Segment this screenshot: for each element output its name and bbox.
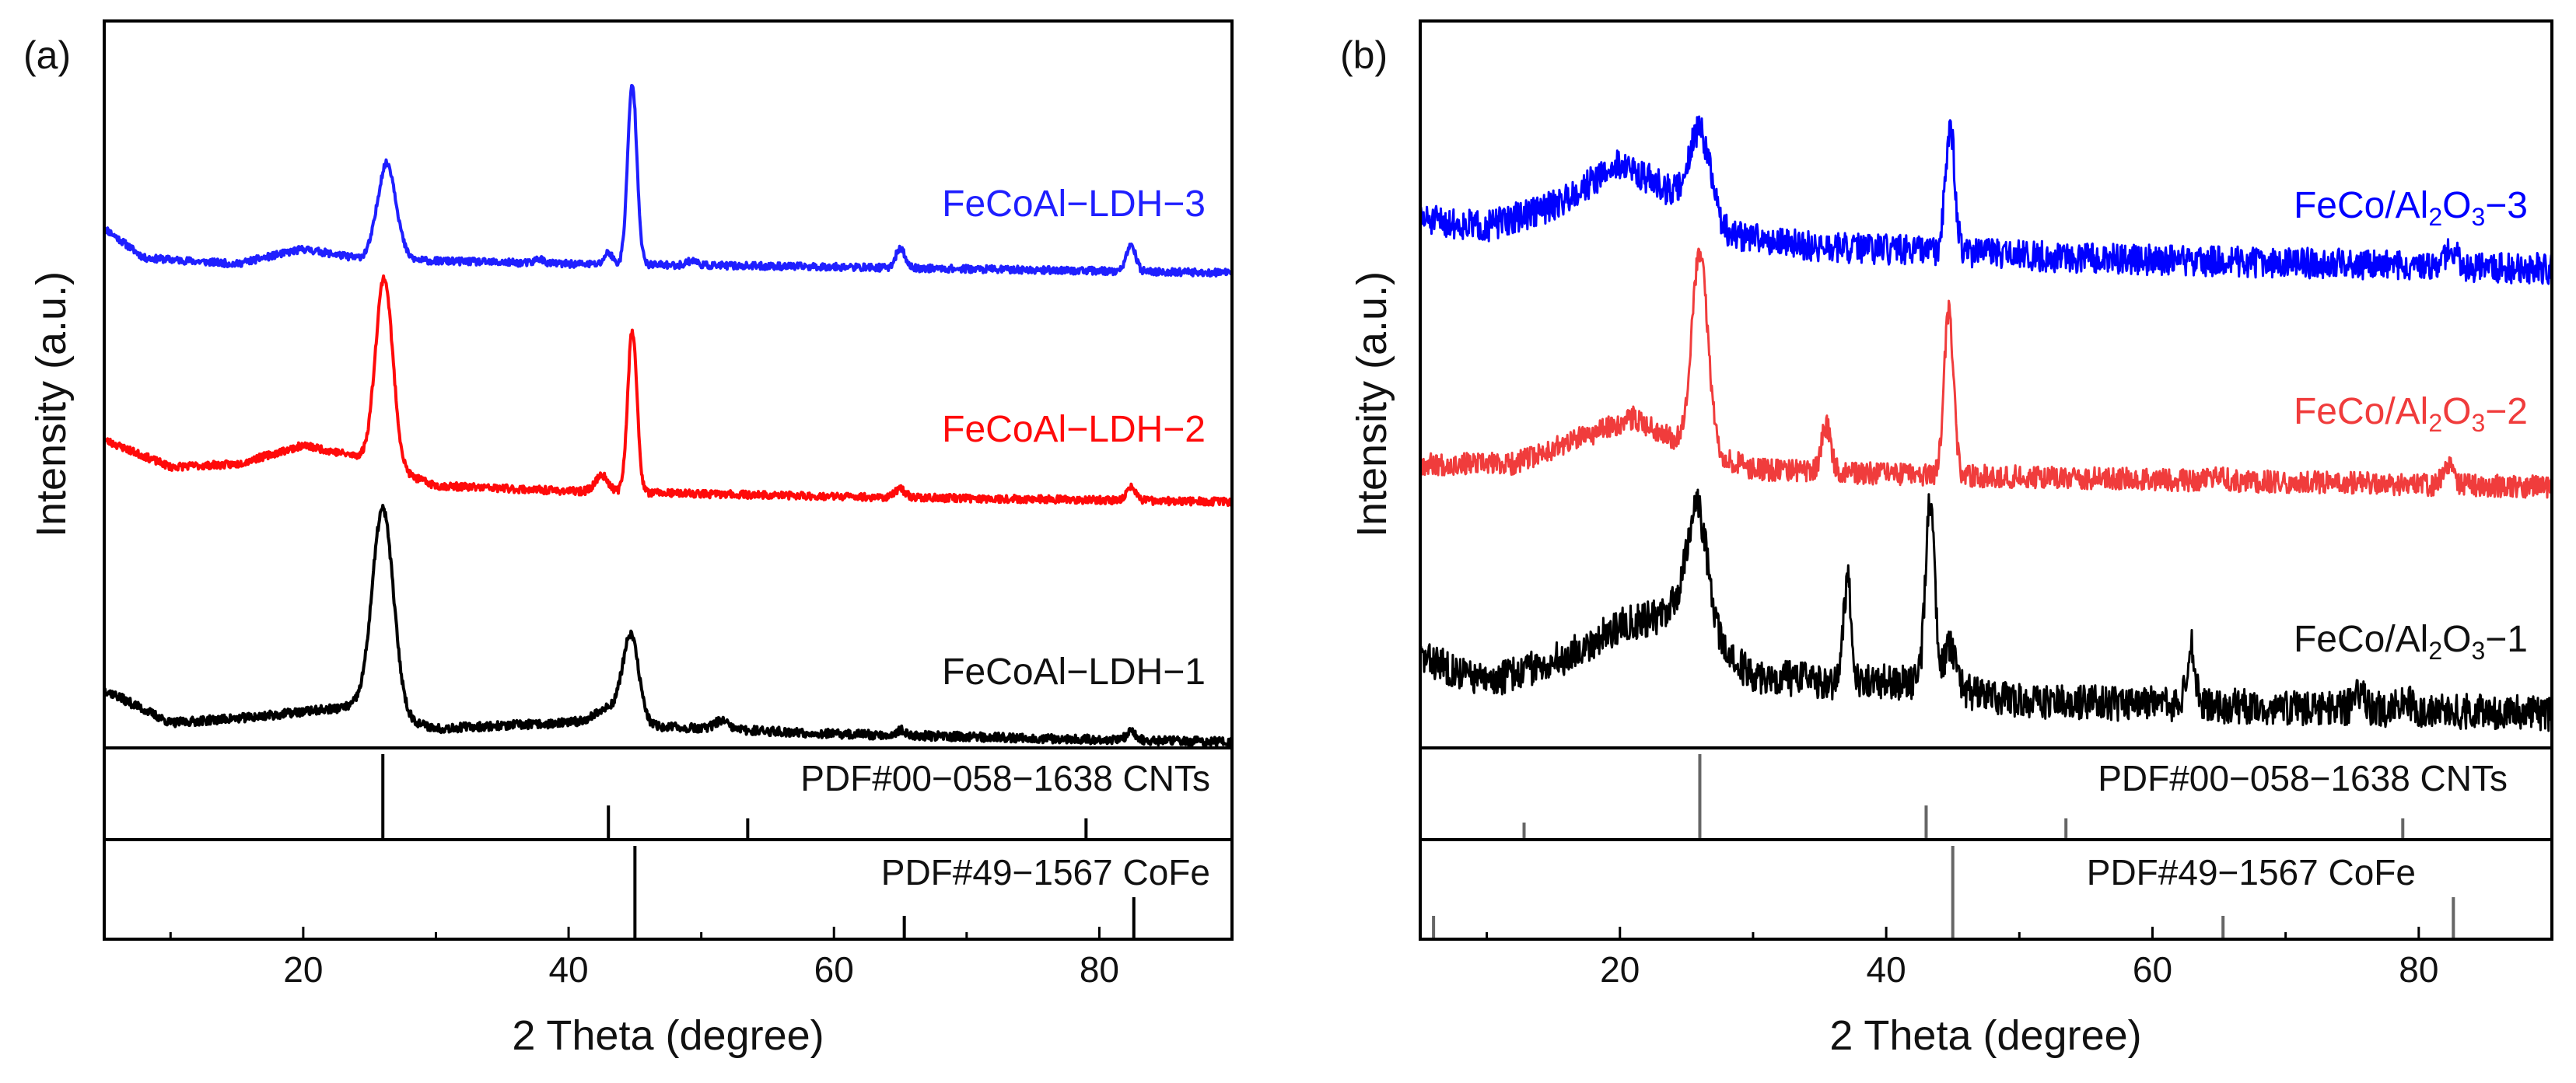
panel-b-ref-label-cnts: PDF#00−058−1638 CNTs (2098, 758, 2508, 798)
panel-a-series-label-3: FeCoAl−LDH−3 (942, 183, 1206, 225)
panel-b-label-2-mid: O (2442, 391, 2471, 432)
panel-a-tick-80: 80 (1080, 949, 1119, 990)
panel-a-series-line-1 (103, 84, 1234, 278)
panel-b-label-3-mid: O (2442, 185, 2471, 226)
panel-b-label-2-sub: 2 (2428, 409, 2442, 437)
panel-b-label-1-mid: O (2442, 619, 2471, 660)
panel-a-xlabel: 2 Theta (degree) (512, 1012, 824, 1059)
panel-a-xticks (169, 927, 1234, 939)
panel-a-tick-40: 40 (548, 949, 588, 990)
panel-b-series-line-1 (1419, 115, 2553, 285)
panel-a-ref-label-cofe: PDF#49−1567 CoFe (881, 852, 1210, 893)
panel-b-label-2-sub2: 3 (2471, 409, 2485, 437)
panel-b-xticks (1486, 927, 2553, 939)
panel-b-label: (b) (1340, 33, 1388, 77)
panel-b-label-1-prefix: FeCo/Al (2294, 619, 2428, 660)
panel-b-xlabel: 2 Theta (degree) (1829, 1012, 2141, 1059)
panel-a-series-line-3 (103, 504, 1234, 748)
panel-b-ref2-frame (1419, 838, 2553, 941)
panel-a-ref2-frame (103, 838, 1234, 941)
panel-b-label-2-prefix: FeCo/Al (2294, 391, 2428, 432)
panel-b-label-3-suffix: −3 (2485, 185, 2528, 226)
panel-b-series-label-3: FeCo/Al2O3−3 (2294, 185, 2528, 231)
panel-b-series-line-3 (1419, 488, 2553, 732)
panel-a-series (103, 84, 1234, 748)
panel-b-ref-cnts (1522, 754, 2405, 840)
panel-b-label-2-suffix: −2 (2485, 391, 2528, 432)
panel-b: (b) Intensity (a.u.) 20 40 60 80 2 Theta… (1340, 19, 2553, 1059)
panel-a-ylabel: Intensity (a.u.) (28, 271, 75, 537)
panel-a-series-label-1: FeCoAl−LDH−1 (942, 652, 1206, 693)
panel-b-label-1-sub: 2 (2428, 637, 2442, 665)
panel-b-ref-cofe (1432, 846, 2455, 939)
panel-b-series-label-1: FeCo/Al2O3−1 (2294, 619, 2528, 665)
panel-b-label-3-sub: 2 (2428, 203, 2442, 231)
panel-b-label-1-suffix: −1 (2485, 619, 2528, 660)
panel-b-tick-80: 80 (2399, 949, 2438, 990)
panel-a-ref-cofe (633, 846, 1136, 939)
panel-a-tick-20: 20 (283, 949, 323, 990)
panel-b-series (1419, 115, 2553, 732)
panel-a-ref-label-cnts: PDF#00−058−1638 CNTs (800, 758, 1210, 798)
panel-b-ylabel: Intensity (a.u.) (1349, 271, 1395, 537)
panel-a-series-label-2: FeCoAl−LDH−2 (942, 409, 1206, 450)
panel-b-series-label-2: FeCo/Al2O3−2 (2294, 391, 2528, 437)
panel-b-tick-20: 20 (1600, 949, 1640, 990)
panel-a-series-line-2 (103, 274, 1234, 507)
panel-b-label-3-sub2: 3 (2471, 203, 2485, 231)
panel-b-label-1-sub2: 3 (2471, 637, 2485, 665)
panel-b-label-3-prefix: FeCo/Al (2294, 185, 2428, 226)
panel-a-tick-60: 60 (814, 949, 854, 990)
panel-b-ref-label-cofe: PDF#49−1567 CoFe (2087, 852, 2416, 893)
panel-a: (a) Intensity (a.u.) 20 40 60 80 2 Theta… (23, 19, 1234, 1059)
panel-a-ref-cnts (381, 754, 1088, 840)
panel-a-label: (a) (23, 33, 71, 77)
panel-a-main-frame (103, 19, 1234, 749)
panel-b-tick-60: 60 (2133, 949, 2172, 990)
panel-b-tick-40: 40 (1867, 949, 1906, 990)
panel-b-series-line-2 (1419, 247, 2553, 499)
